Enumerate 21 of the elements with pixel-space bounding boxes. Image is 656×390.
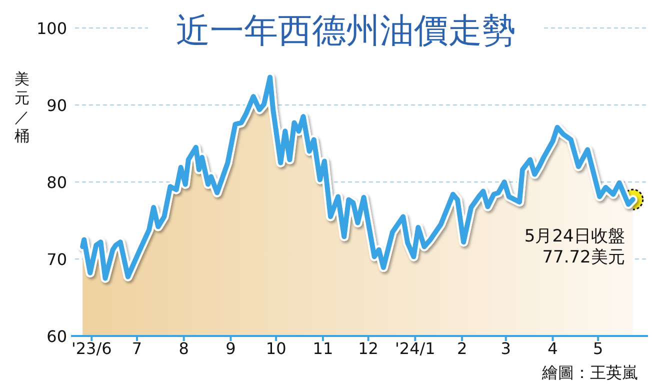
x-tick-label: 2	[456, 339, 468, 358]
x-tick-label: 7	[132, 339, 142, 358]
y-tick-label: 70	[46, 250, 67, 269]
x-tick-label: 5	[593, 339, 604, 358]
x-tick-label: 3	[500, 339, 511, 358]
x-tick-label: '23/6	[71, 339, 112, 358]
x-tick-label: 12	[358, 339, 378, 358]
annotation: 5月24日收盤 77.72美元	[524, 226, 625, 268]
x-tick-label: 4	[548, 339, 558, 358]
y-tick-label: 100	[36, 19, 67, 38]
y-axis-title: 美元／桶	[14, 70, 30, 145]
y-tick-label: 90	[46, 96, 67, 115]
x-tick-label: 8	[178, 339, 189, 358]
x-tick-label: 10	[266, 339, 286, 358]
x-tick-label: 9	[226, 339, 236, 358]
y-tick-label: 80	[46, 173, 67, 192]
chart-title: 近一年西德州油價走勢	[176, 11, 516, 51]
x-tick-label: 11	[312, 339, 334, 358]
x-tick-label: '24/1	[395, 339, 436, 358]
text: 繪圖：王英嵐	[541, 363, 638, 382]
y-tick-label: 60	[46, 327, 67, 346]
